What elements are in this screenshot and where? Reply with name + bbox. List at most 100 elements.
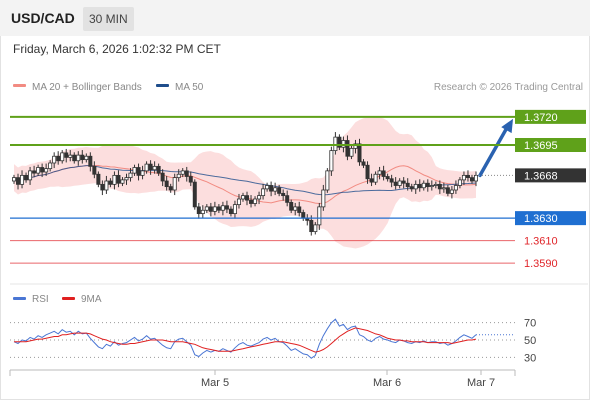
level-tag-text: 1.3668 [524, 170, 558, 182]
x-axis-label: Mar 5 [201, 377, 229, 389]
level-tag-bg [515, 211, 586, 226]
timestamp: Friday, March 6, 2026 1:02:32 PM CET [13, 42, 221, 56]
candle-body [84, 155, 89, 161]
candle-body [20, 174, 25, 185]
candle-body [212, 206, 217, 212]
candle-body [240, 195, 245, 200]
candle-body [164, 180, 169, 188]
candle-body [228, 208, 233, 215]
candle-body [96, 173, 101, 185]
candle-body [56, 155, 61, 162]
forecast-arrow-shaft [478, 124, 510, 178]
level-tag-text: 1.3720 [524, 112, 558, 124]
candle-body [200, 209, 205, 215]
candle-body [445, 187, 450, 194]
candle-body [301, 212, 306, 219]
symbol-title: USD/CAD [11, 10, 75, 26]
candle-body [361, 161, 366, 166]
candle-body [196, 206, 201, 215]
candle-body [393, 181, 398, 186]
ma9-legend-swatch [62, 297, 75, 300]
candle-body [216, 206, 221, 211]
level-lines: 1.3720 1.3695 1.3668 1.3630 1.3610 1.3590 [10, 109, 586, 270]
candle-plot-area [11, 117, 513, 249]
research-credit: Research © 2026 Trading Central [434, 82, 583, 93]
candle-body [421, 182, 426, 189]
timeframe-button[interactable]: 30 MIN [83, 7, 134, 31]
candle-body [144, 163, 149, 172]
candle-body [365, 164, 370, 180]
candle-body [16, 177, 21, 185]
bollinger-legend-swatch [13, 84, 26, 87]
candle-body [88, 155, 93, 167]
candle-body [413, 183, 418, 190]
x-axis-label: Mar 6 [373, 377, 401, 389]
candle-body [24, 174, 29, 181]
level-tag-text: 1.3630 [524, 213, 558, 225]
candle-body [329, 150, 334, 172]
candle-body [208, 206, 213, 212]
candle-body [68, 154, 73, 158]
candle-body [425, 182, 430, 188]
x-axis-labels: Mar 5 Mar 6 Mar 7 [201, 370, 495, 389]
level-tag-bg [515, 168, 586, 183]
candle-body [152, 165, 157, 171]
candle-body [285, 195, 290, 203]
x-axis-label: Mar 7 [467, 377, 495, 389]
candle-body [277, 187, 282, 194]
candle-body [405, 182, 410, 188]
bollinger-legend-label: MA 20 + Bollinger Bands [32, 82, 142, 93]
ma50-legend-label: MA 50 [175, 82, 204, 93]
candle-body [341, 140, 346, 148]
candle-body [108, 180, 113, 185]
candle-body [112, 174, 117, 185]
ma50-legend-swatch [156, 84, 169, 87]
candle-body [321, 189, 326, 208]
rsi-tick-label: 50 [524, 335, 536, 347]
candle-body [261, 188, 266, 197]
candle-body [160, 172, 165, 182]
candle-body [257, 195, 262, 200]
candle-body [140, 170, 145, 176]
candle-body [313, 224, 318, 233]
candle-body [184, 170, 189, 177]
candle-body [349, 147, 354, 157]
candle-body [265, 185, 270, 190]
candle-body [148, 163, 153, 171]
candle-body [180, 170, 185, 175]
candle-body [224, 205, 229, 210]
candle-body [60, 152, 65, 162]
level-tag-bg [515, 138, 586, 152]
candle-body [156, 165, 161, 174]
candle-body [176, 173, 181, 179]
candle-body [220, 205, 225, 211]
candle-body [80, 154, 85, 161]
rsi-9ma-line [14, 327, 477, 353]
rsi-line [13, 318, 477, 359]
candle-body [168, 186, 173, 191]
candle-body [409, 186, 414, 190]
candle-body [309, 219, 314, 233]
candle-body [32, 170, 37, 174]
ma9-legend-label: 9MA [81, 294, 102, 305]
candle-body [128, 172, 133, 179]
candle-body [136, 167, 141, 176]
candle-body [64, 152, 69, 158]
candle-body [48, 162, 53, 170]
candle-body [92, 165, 97, 175]
candle-body [204, 206, 209, 211]
rsi-tick-label: 70 [524, 318, 536, 330]
candle-body [469, 177, 474, 182]
candle-body [245, 195, 250, 201]
candle-body [369, 178, 374, 183]
candle-body [232, 204, 237, 215]
candle-body [449, 189, 454, 194]
candle-body [441, 187, 446, 190]
candle-body [253, 198, 258, 204]
candle-body [297, 206, 302, 213]
candle-body [273, 187, 278, 192]
candle-body [417, 183, 422, 189]
candle-body [11, 177, 16, 182]
candle-body [132, 167, 137, 174]
rsi-tick-label: 30 [524, 352, 536, 364]
